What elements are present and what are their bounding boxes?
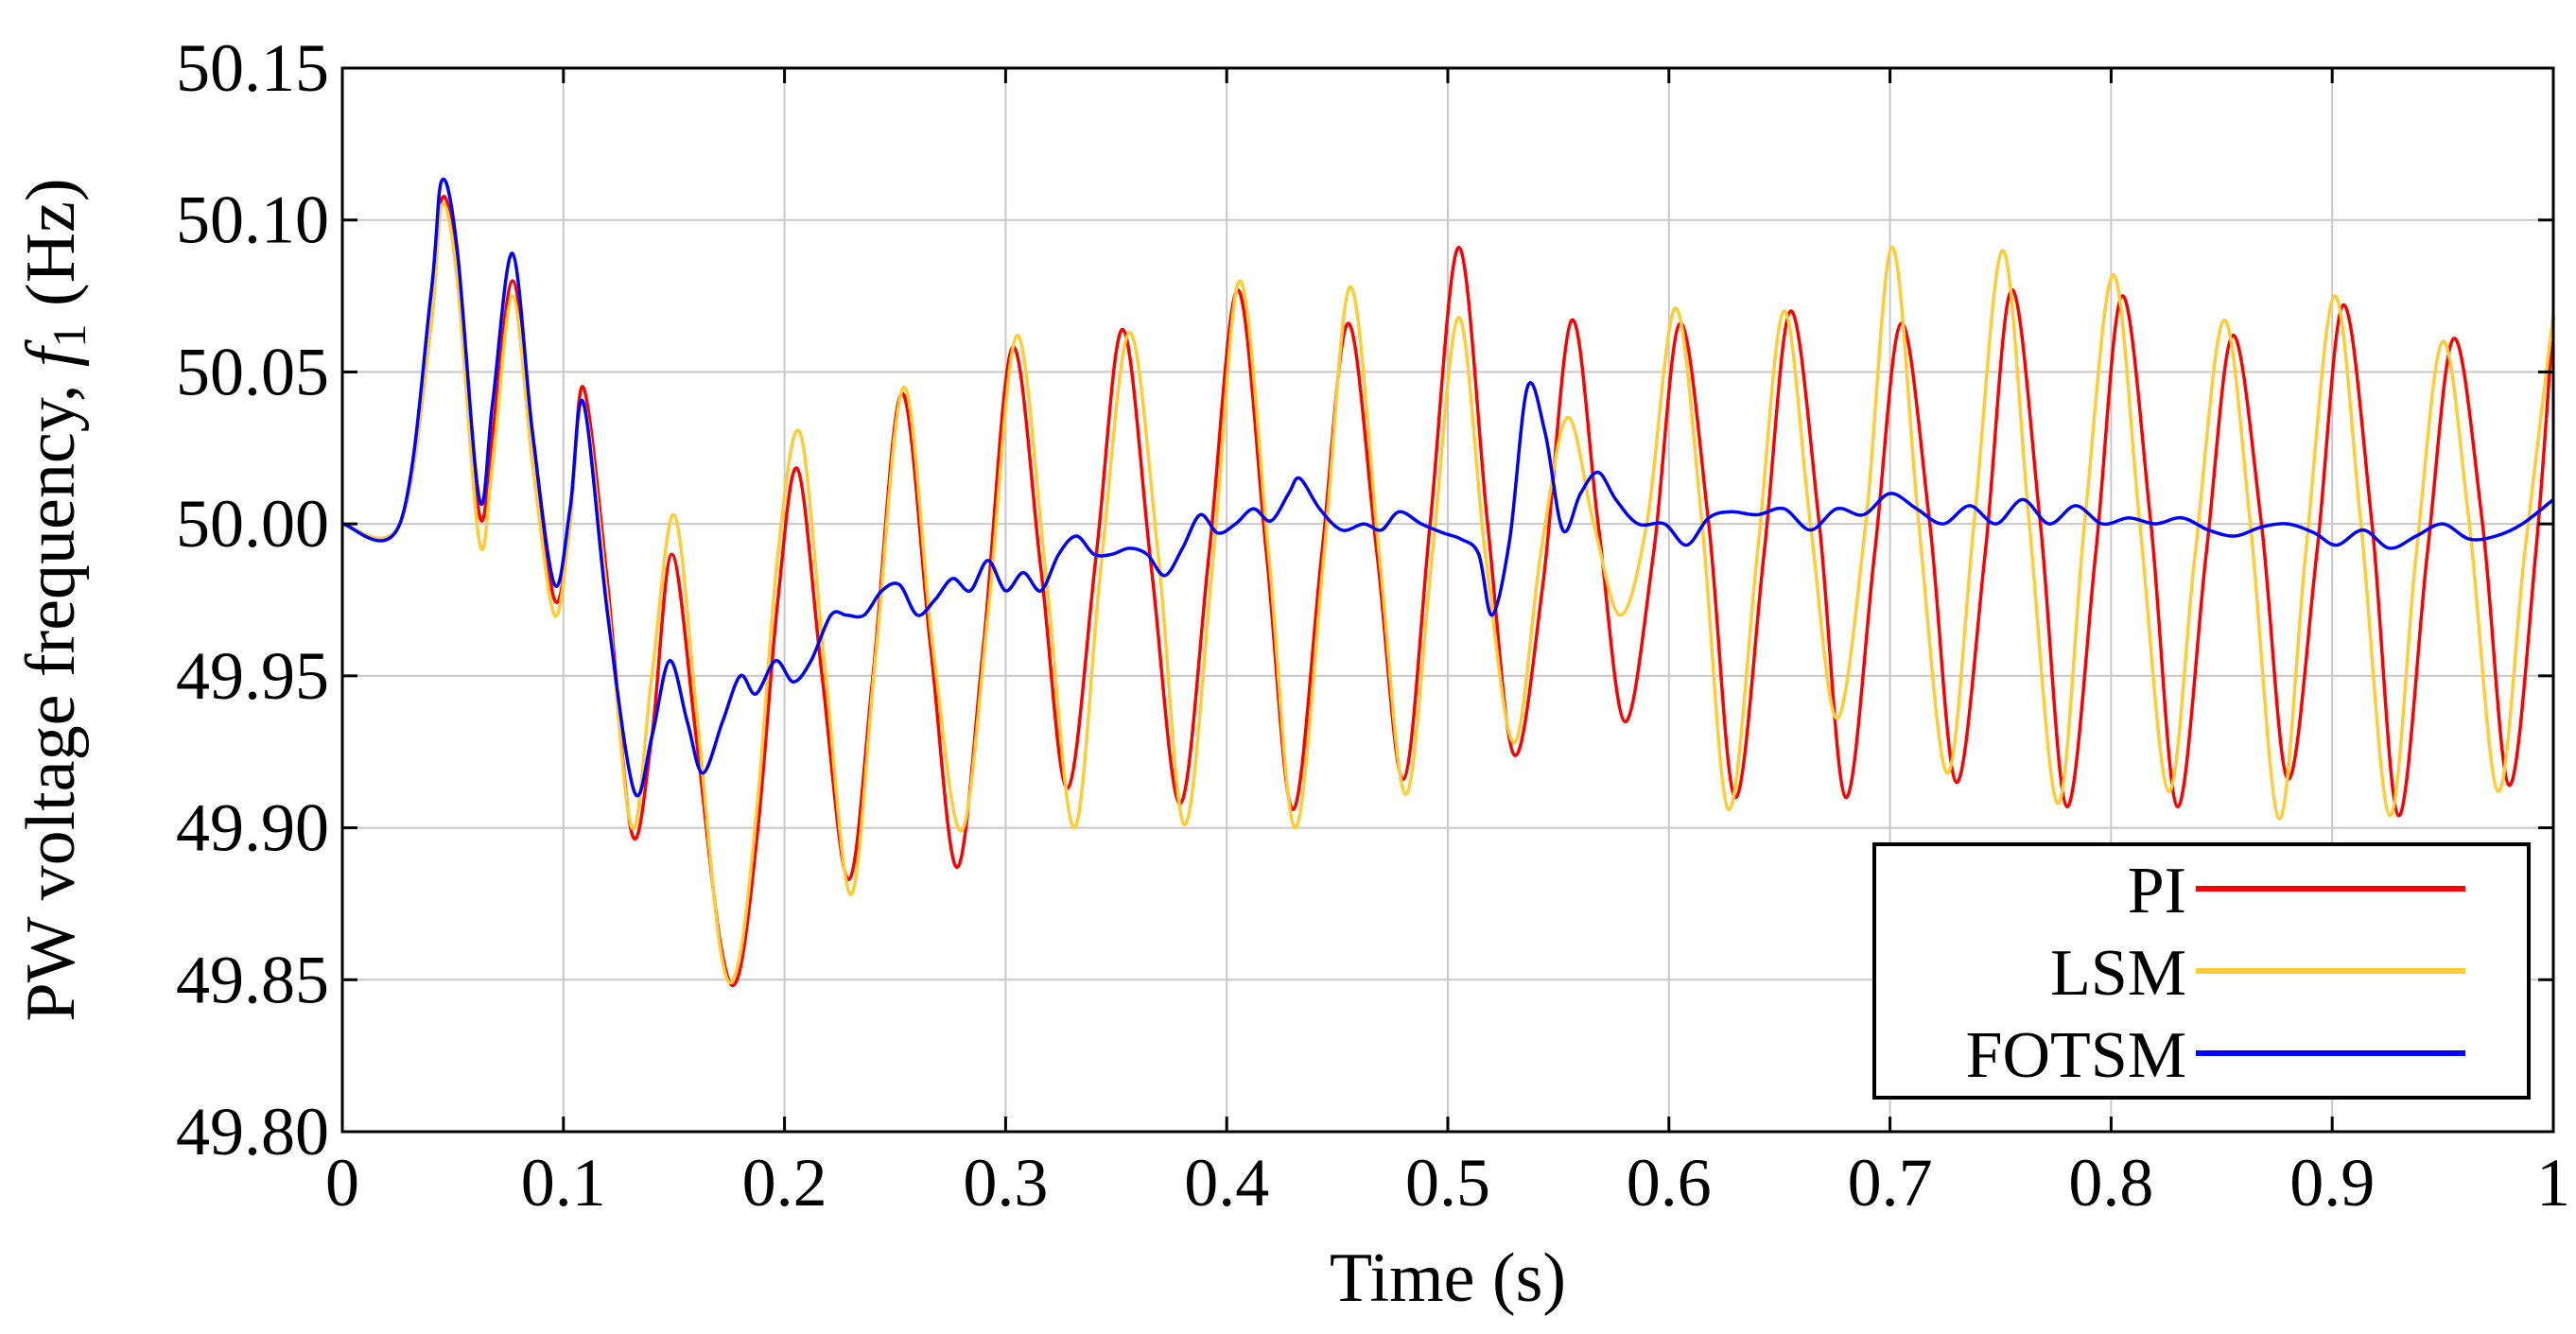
tick-layer: 0 0.1 0.2 0.3 0.4 0.5 0.6 0.7 0.8 0.9 1 49.80 49.85 4…: [176, 30, 2570, 1221]
legend-label-pi: PI: [2128, 855, 2186, 927]
x-tick-label: 0.7: [1848, 1145, 1933, 1221]
x-tick-label: 0.1: [521, 1145, 606, 1221]
x-tick-label: 0.6: [1627, 1145, 1712, 1221]
series-line-fotsm: [341, 177, 2555, 798]
x-axis-title: Time (s): [1330, 1239, 1566, 1317]
y-tick-label: 49.95: [176, 638, 329, 714]
y-tick-label: 50.00: [176, 486, 329, 562]
series-line-lsm: [341, 201, 2555, 985]
y-axis-title-subscript: 1: [43, 324, 96, 348]
legend-label-fotsm: FOTSM: [1966, 1019, 2186, 1092]
y-axis-title-unit: (Hz): [12, 178, 90, 323]
legend: PI LSM FOTSM: [1872, 842, 2531, 1100]
series-line-pi: [341, 195, 2555, 988]
legend-label-lsm: LSM: [2050, 937, 2186, 1010]
y-axis-title: PW voltage frequency, f1 (Hz): [12, 178, 96, 1021]
y-tick-label: 50.10: [176, 182, 329, 258]
series-layer: [341, 177, 2555, 988]
x-tick-label: 0.2: [742, 1145, 827, 1221]
x-tick-label: 0.9: [2289, 1145, 2375, 1221]
y-tick-label: 49.80: [176, 1094, 329, 1169]
y-tick-label: 50.15: [176, 30, 329, 106]
y-tick-label: 49.90: [176, 790, 329, 866]
x-tick-label: 0.3: [963, 1145, 1048, 1221]
x-tick-label: 0.4: [1184, 1145, 1269, 1221]
y-tick-label: 50.05: [176, 334, 329, 409]
x-tick-label: 0.5: [1405, 1145, 1490, 1221]
y-axis-title-prefix: PW voltage frequency,: [12, 367, 90, 1022]
y-tick-label: 49.85: [176, 942, 329, 1017]
x-tick-label: 0: [325, 1145, 359, 1221]
x-tick-label: 1: [2536, 1145, 2570, 1221]
x-tick-label: 0.8: [2068, 1145, 2153, 1221]
